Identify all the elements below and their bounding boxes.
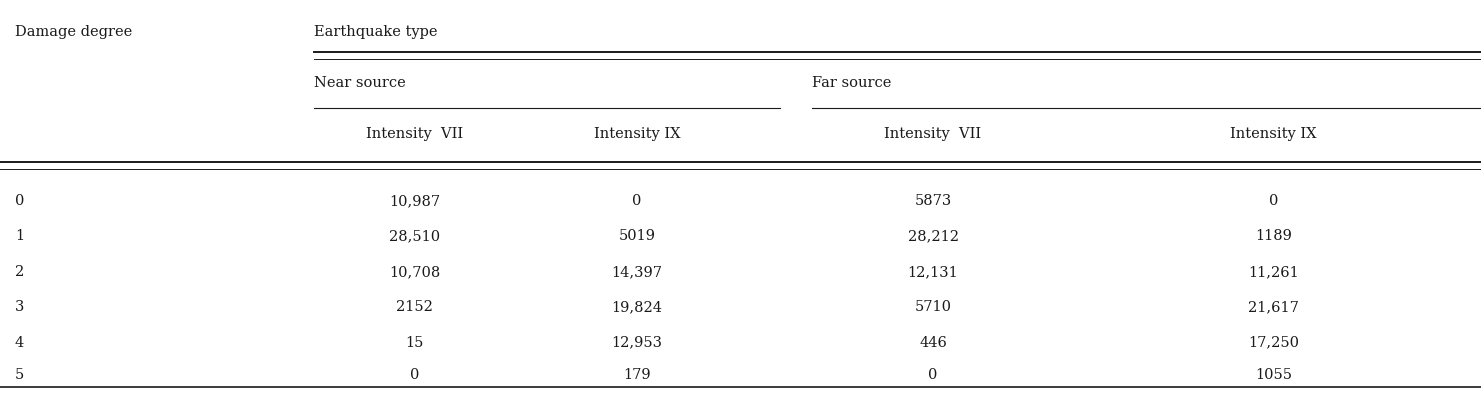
- Text: 1: 1: [15, 229, 24, 243]
- Text: 2152: 2152: [397, 300, 432, 314]
- Text: 446: 446: [920, 336, 946, 350]
- Text: Intensity  VII: Intensity VII: [366, 127, 464, 141]
- Text: 12,131: 12,131: [908, 265, 958, 279]
- Text: 11,261: 11,261: [1248, 265, 1299, 279]
- Text: 4: 4: [15, 336, 24, 350]
- Text: 5710: 5710: [915, 300, 951, 314]
- Text: 1055: 1055: [1256, 368, 1291, 382]
- Text: 179: 179: [624, 368, 650, 382]
- Text: 0: 0: [15, 194, 24, 208]
- Text: Damage degree: Damage degree: [15, 24, 132, 39]
- Text: 1189: 1189: [1256, 229, 1291, 243]
- Text: 0: 0: [410, 368, 419, 382]
- Text: Far source: Far source: [812, 76, 892, 90]
- Text: 19,824: 19,824: [612, 300, 662, 314]
- Text: 3: 3: [15, 300, 24, 314]
- Text: Intensity  VII: Intensity VII: [884, 127, 982, 141]
- Text: Intensity IX: Intensity IX: [594, 127, 680, 141]
- Text: 0: 0: [632, 194, 641, 208]
- Text: 15: 15: [406, 336, 424, 350]
- Text: 5019: 5019: [619, 229, 655, 243]
- Text: 2: 2: [15, 265, 24, 279]
- Text: 28,212: 28,212: [908, 229, 958, 243]
- Text: 21,617: 21,617: [1248, 300, 1299, 314]
- Text: 14,397: 14,397: [612, 265, 662, 279]
- Text: 0: 0: [929, 368, 937, 382]
- Text: 12,953: 12,953: [612, 336, 662, 350]
- Text: 5873: 5873: [914, 194, 952, 208]
- Text: 10,708: 10,708: [390, 265, 440, 279]
- Text: 28,510: 28,510: [390, 229, 440, 243]
- Text: Earthquake type: Earthquake type: [314, 24, 437, 39]
- Text: Intensity IX: Intensity IX: [1231, 127, 1317, 141]
- Text: Near source: Near source: [314, 76, 406, 90]
- Text: 17,250: 17,250: [1248, 336, 1299, 350]
- Text: 5: 5: [15, 368, 24, 382]
- Text: 0: 0: [1269, 194, 1278, 208]
- Text: 10,987: 10,987: [390, 194, 440, 208]
